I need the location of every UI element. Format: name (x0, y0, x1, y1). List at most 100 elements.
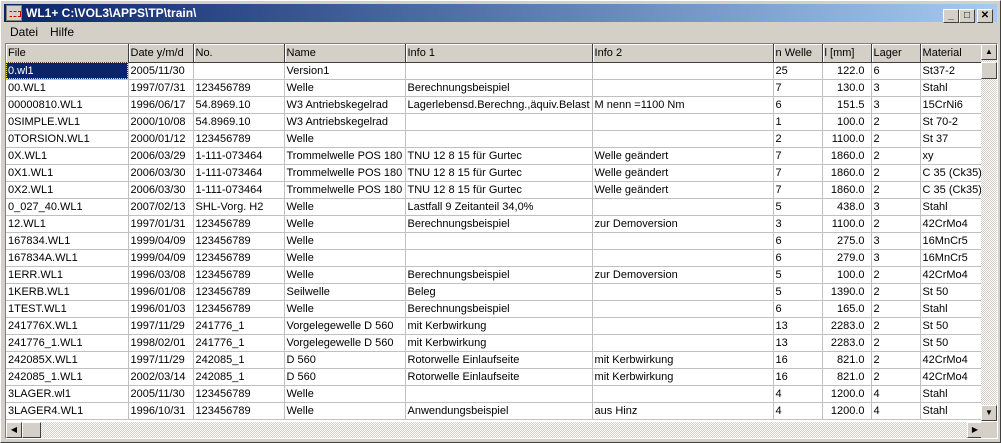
table-cell[interactable]: Welle geändert (592, 181, 774, 199)
table-cell[interactable]: 7 (773, 79, 823, 97)
table-cell[interactable]: Trommelwelle POS 180 (284, 147, 406, 165)
table-cell[interactable]: Stahl (920, 402, 989, 420)
table-cell[interactable] (405, 62, 593, 80)
table-cell[interactable]: Lagerlebensd.Berechng.,äquiv.Belast (405, 96, 593, 114)
column-header[interactable]: Name (284, 44, 406, 63)
table-cell[interactable] (592, 113, 774, 131)
table-cell[interactable]: St37-2 (920, 62, 989, 80)
table-cell[interactable]: 2005/11/30 (128, 385, 194, 403)
column-header[interactable]: Lager (871, 44, 921, 63)
table-cell[interactable]: 2 (871, 351, 921, 369)
table-cell[interactable]: 1997/07/31 (128, 79, 194, 97)
table-row[interactable]: 0.wl1 2005/11/30 Version1 25 122.0 6 St37-2 (6, 62, 989, 80)
table-cell[interactable]: 3 (871, 249, 921, 267)
table-cell[interactable]: 0.wl1 (6, 62, 129, 80)
table-cell[interactable]: Welle (284, 232, 406, 250)
table-cell[interactable]: 0TORSION.WL1 (6, 130, 129, 148)
table-cell[interactable]: D 560 (284, 368, 406, 386)
table-cell[interactable]: 123456789 (193, 385, 285, 403)
table-cell[interactable]: 130.0 (822, 79, 872, 97)
table-row[interactable]: 0TORSION.WL1 2000/01/12 123456789 Welle 2 110… (6, 130, 989, 148)
table-cell[interactable]: 1200.0 (822, 402, 872, 420)
table-row[interactable]: 241776_1.WL1 1998/02/01 241776_1 Vorgelegew… (6, 334, 989, 352)
table-cell[interactable]: 2007/02/13 (128, 198, 194, 216)
table-cell[interactable]: 2 (871, 266, 921, 284)
table-cell[interactable]: Berechnungsbeispiel (405, 266, 593, 284)
table-row[interactable]: 242085_1.WL1 2002/03/14 242085_1 D 560 Rotor… (6, 368, 989, 386)
table-cell[interactable]: 5 (773, 283, 823, 301)
table-cell[interactable]: Welle (284, 215, 406, 233)
table-cell[interactable]: Beleg (405, 283, 593, 301)
table-cell[interactable]: St 50 (920, 283, 989, 301)
table-cell[interactable]: 2 (773, 130, 823, 148)
table-cell[interactable]: 6 (773, 96, 823, 114)
table-cell[interactable]: 3LAGER.wl1 (6, 385, 129, 403)
menu-hilfe[interactable]: Hilfe (50, 25, 75, 39)
table-cell[interactable]: Stahl (920, 385, 989, 403)
table-cell[interactable] (592, 79, 774, 97)
table-cell[interactable] (405, 249, 593, 267)
table-cell[interactable] (592, 62, 774, 80)
table-cell[interactable] (405, 385, 593, 403)
table-cell[interactable]: 00000810.WL1 (6, 96, 129, 114)
table-cell[interactable]: TNU 12 8 15 für Gurtec (405, 181, 593, 199)
table-cell[interactable]: Welle (284, 266, 406, 284)
table-cell[interactable]: 15CrNi6 (920, 96, 989, 114)
table-cell[interactable]: Welle (284, 79, 406, 97)
horizontal-scroll-thumb[interactable] (22, 422, 41, 438)
table-cell[interactable]: 54.8969.10 (193, 113, 285, 131)
title-bar[interactable]: WL1+ C:\VOL3\APPS\TP\train\ _ □ ✕ (4, 4, 997, 23)
table-cell[interactable]: 2 (871, 147, 921, 165)
table-cell[interactable]: 4 (773, 385, 823, 403)
table-cell[interactable] (592, 317, 774, 335)
table-row[interactable]: 1TEST.WL1 1996/01/03 123456789 Welle Berechn… (6, 300, 989, 318)
table-cell[interactable]: Welle (284, 385, 406, 403)
table-cell[interactable]: C 35 (Ck35) (920, 164, 989, 182)
table-cell[interactable]: 2006/03/30 (128, 181, 194, 199)
table-cell[interactable]: 438.0 (822, 198, 872, 216)
table-cell[interactable]: 13 (773, 317, 823, 335)
table-cell[interactable]: 242085_1.WL1 (6, 368, 129, 386)
table-cell[interactable]: 0SIMPLE.WL1 (6, 113, 129, 131)
table-cell[interactable]: 0X2.WL1 (6, 181, 129, 199)
table-cell[interactable]: aus Hinz (592, 402, 774, 420)
table-cell[interactable]: 123456789 (193, 130, 285, 148)
horizontal-scrollbar[interactable]: ◀ ▶ (6, 422, 983, 438)
table-cell[interactable]: 100.0 (822, 266, 872, 284)
scroll-up-arrow-icon[interactable]: ▲ (981, 44, 997, 60)
table-row[interactable]: 00.WL1 1997/07/31 123456789 Welle Berechnung… (6, 79, 989, 97)
table-cell[interactable]: 1390.0 (822, 283, 872, 301)
table-cell[interactable]: 3 (773, 215, 823, 233)
table-cell[interactable]: Stahl (920, 79, 989, 97)
table-cell[interactable]: 6 (773, 232, 823, 250)
table-row[interactable]: 0X.WL1 2006/03/29 1-111-073464 Trommelwelle… (6, 147, 989, 165)
table-cell[interactable]: 1996/01/08 (128, 283, 194, 301)
table-cell[interactable]: 7 (773, 164, 823, 182)
table-cell[interactable]: W3 Antriebskegelrad (284, 96, 406, 114)
table-cell[interactable]: 0X1.WL1 (6, 164, 129, 182)
table-cell[interactable]: Welle (284, 130, 406, 148)
table-cell[interactable]: Welle geändert (592, 164, 774, 182)
table-cell[interactable]: 123456789 (193, 79, 285, 97)
table-cell[interactable]: Stahl (920, 198, 989, 216)
maximize-button[interactable]: □ (959, 9, 975, 23)
table-row[interactable]: 167834.WL1 1999/04/09 123456789 Welle 6 275.0… (6, 232, 989, 250)
table-cell[interactable]: 3 (871, 96, 921, 114)
table-cell[interactable]: mit Kerbwirkung (405, 334, 593, 352)
table-cell[interactable]: St 70-2 (920, 113, 989, 131)
vertical-scrollbar[interactable]: ▲ ▼ (981, 44, 997, 421)
table-cell[interactable]: Welle (284, 198, 406, 216)
table-cell[interactable]: 242085X.WL1 (6, 351, 129, 369)
table-cell[interactable]: 1860.0 (822, 181, 872, 199)
table-cell[interactable]: 4 (871, 402, 921, 420)
table-cell[interactable]: 2 (871, 215, 921, 233)
table-cell[interactable]: St 50 (920, 317, 989, 335)
table-cell[interactable]: 25 (773, 62, 823, 80)
column-header[interactable]: Info 1 (405, 44, 593, 63)
table-cell[interactable]: 0_027_40.WL1 (6, 198, 129, 216)
table-row[interactable]: 3LAGER.wl1 2005/11/30 123456789 Welle 4 1200.… (6, 385, 989, 403)
table-cell[interactable]: 42CrMo4 (920, 266, 989, 284)
minimize-button[interactable]: _ (943, 9, 959, 23)
table-cell[interactable]: 821.0 (822, 351, 872, 369)
table-cell[interactable]: 2 (871, 368, 921, 386)
